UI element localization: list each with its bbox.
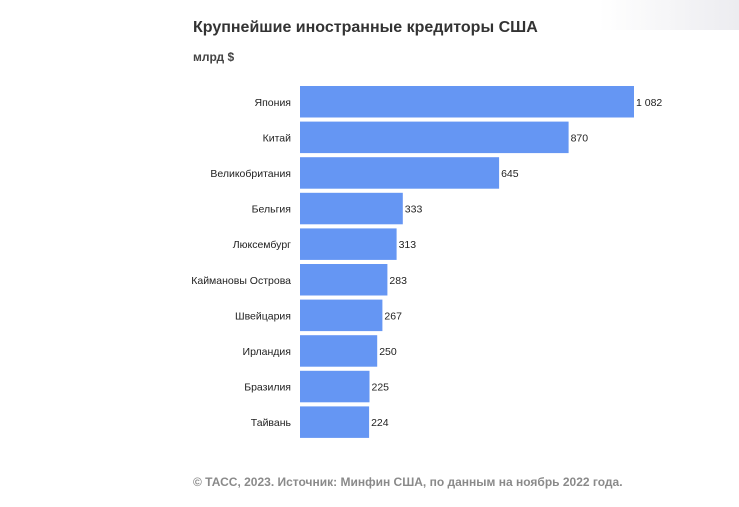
category-label: Тайвань [251,417,292,429]
category-label: Люксембург [233,239,291,251]
bar [300,192,403,225]
bar [300,264,388,296]
category-label: Япония [255,97,291,109]
category-label: Бельгия [252,204,291,216]
value-label: 283 [389,275,407,287]
bar [300,370,370,403]
value-label: 870 [571,132,589,144]
unit-label: млрд $ [193,50,235,64]
bar [300,157,500,189]
chart-title: Крупнейшие иностранные кредиторы США [193,19,538,36]
corner-shade [599,0,739,30]
value-label: 645 [501,168,519,180]
value-label: 1 082 [636,97,662,109]
bar-chart: Япония 1 082 Китай 870 Великобритания 645 Бель… [191,86,662,438]
category-label: Китай [263,132,292,144]
value-label: 267 [384,310,402,322]
bar [300,299,383,332]
category-label: Каймановы Острова [191,275,291,287]
value-label: 224 [371,417,389,429]
value-label: 313 [399,239,417,251]
bar [300,86,634,118]
value-label: 333 [405,204,423,216]
value-label: 250 [379,346,397,358]
bar [300,406,370,438]
category-label: Ирландия [243,346,291,358]
bar [300,335,378,367]
category-label: Великобритания [210,168,291,180]
value-label: 225 [372,382,390,394]
category-label: Бразилия [244,382,291,394]
category-label: Швейцария [235,310,291,322]
bar [300,121,569,154]
source-footer: © ТАСС, 2023. Источник: Минфин США, по д… [193,475,623,489]
bar [300,228,397,260]
